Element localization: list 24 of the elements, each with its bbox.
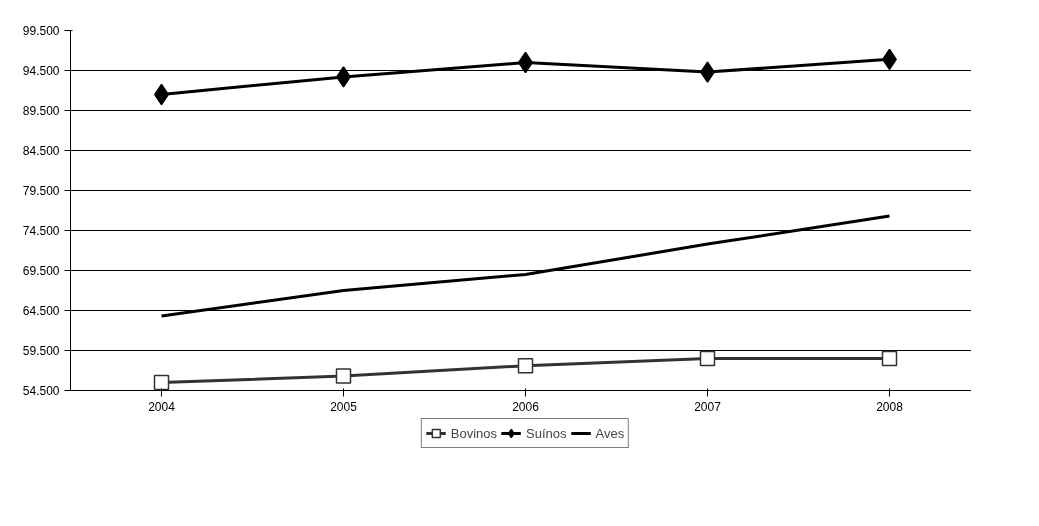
y-tick-label: 69.500 — [22, 264, 60, 278]
legend-label: Aves — [595, 425, 625, 441]
y-tick-label: 64.500 — [22, 304, 60, 318]
legend-label: Bovinos — [450, 425, 498, 441]
legend-label: Suínos — [526, 425, 567, 441]
y-tick-label: 59.500 — [22, 344, 60, 358]
x-tick-label: 2005 — [330, 399, 358, 414]
y-tick-label: 94.500 — [22, 64, 60, 78]
point — [335, 368, 352, 384]
line-series — [160, 214, 891, 318]
point — [881, 350, 898, 367]
y-tick-label: 99.500 — [22, 24, 60, 38]
point — [153, 374, 170, 391]
y-tick-label: 54.500 — [22, 384, 60, 398]
y-tick-label: 84.500 — [22, 144, 60, 158]
x-tick-label: 2004 — [148, 399, 176, 414]
x-tick-label: 2007 — [694, 399, 722, 414]
point — [699, 350, 716, 367]
x-tick-label: 2008 — [876, 399, 904, 414]
x-tick-label: 2006 — [512, 399, 540, 414]
point — [517, 357, 534, 374]
y-tick-label: 89.500 — [22, 104, 60, 118]
y-tick-label: 74.500 — [22, 224, 60, 238]
y-tick-label: 79.500 — [22, 184, 60, 198]
